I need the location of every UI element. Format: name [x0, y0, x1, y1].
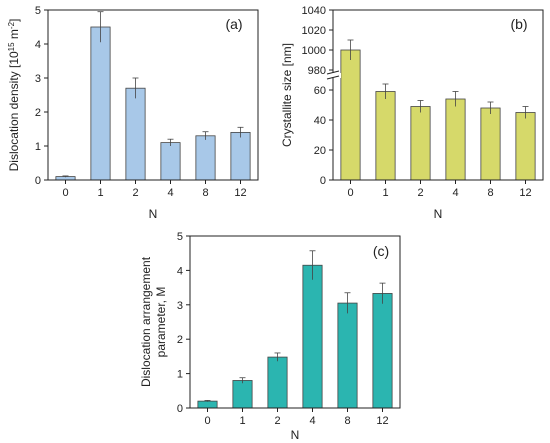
bar-0 — [340, 49, 361, 181]
bar-12 — [372, 293, 393, 409]
x-tick-label: 12 — [234, 187, 246, 199]
chart-c-panel-label: (c) — [373, 243, 389, 259]
y-tick-label: 980 — [308, 65, 326, 77]
chart-c-ylabel-l2: parameter, M — [154, 287, 168, 358]
bar-4 — [160, 142, 181, 181]
y-tick-label: 5 — [35, 5, 41, 17]
chart-b-frame — [332, 9, 544, 181]
bar-8 — [337, 302, 358, 409]
y-tick-label: 20 — [314, 145, 326, 157]
y-tick-label: 1 — [177, 369, 183, 381]
x-tick-label: 12 — [519, 187, 531, 199]
chart-c-frame — [189, 235, 401, 409]
chart-b-axis-break — [326, 70, 341, 80]
bar-1 — [90, 26, 111, 181]
x-tick-label: 2 — [132, 187, 138, 199]
bar-2 — [267, 356, 288, 409]
chart-a-panel-label: (a) — [225, 16, 242, 32]
bar-4 — [445, 98, 466, 181]
x-tick-label: 1 — [382, 187, 388, 199]
chart-a-ylabel: Dislocation density [1015 m-2] — [7, 19, 21, 172]
chart-a-xlabel: N — [149, 207, 158, 221]
chart-c-ylabel: Dislocation arrangement — [139, 256, 153, 387]
y-tick-label: 40 — [314, 115, 326, 127]
chart-c-xlabel: N — [291, 428, 300, 442]
chart-b-ylabel: Crystallite size [nm] — [280, 43, 294, 147]
x-tick-label: 0 — [347, 187, 353, 199]
chart-a-frame — [47, 9, 259, 181]
bar-1 — [232, 380, 253, 409]
x-tick-label: 1 — [239, 415, 245, 427]
bar-2 — [125, 87, 146, 181]
x-tick-label: 2 — [417, 187, 423, 199]
x-tick-label: 0 — [204, 415, 210, 427]
bar-0 — [197, 400, 218, 409]
x-tick-label: 4 — [167, 187, 173, 199]
y-tick-label: 4 — [177, 265, 183, 277]
y-tick-label: 1 — [35, 141, 41, 153]
y-tick-label: 4 — [35, 39, 41, 51]
y-tick-label: 3 — [35, 73, 41, 85]
y-tick-label: 1000 — [302, 45, 326, 57]
chart-c-bars — [197, 250, 393, 409]
chart-c-ylabel-line1: Dislocation arrangement — [139, 256, 153, 387]
bar-12 — [230, 131, 251, 181]
y-tick-label: 5 — [177, 231, 183, 243]
y-tick-label: 2 — [177, 334, 183, 346]
chart-b-bars — [340, 39, 536, 181]
x-tick-label: 0 — [62, 187, 68, 199]
bar-1 — [375, 91, 396, 181]
x-tick-label: 2 — [274, 415, 280, 427]
x-tick-label: 8 — [487, 187, 493, 199]
x-tick-label: 8 — [344, 415, 350, 427]
y-tick-label: 60 — [314, 85, 326, 97]
bar-8 — [195, 135, 216, 181]
bar-2 — [410, 106, 431, 181]
y-tick-label: 1020 — [302, 25, 326, 37]
x-tick-label: 1 — [97, 187, 103, 199]
y-tick-label: 3 — [177, 300, 183, 312]
chart-a-bars — [55, 11, 251, 181]
x-tick-label: 8 — [202, 187, 208, 199]
y-tick-label: 1040 — [302, 5, 326, 17]
chart-c-ylabel-line2: parameter, M — [154, 287, 168, 358]
y-tick-label: 0 — [177, 403, 183, 415]
bar-12 — [515, 112, 536, 181]
x-tick-label: 4 — [452, 187, 458, 199]
bar-8 — [480, 107, 501, 181]
chart-b-panel-label: (b) — [510, 16, 527, 32]
bar-4 — [302, 264, 323, 409]
y-tick-label: 2 — [35, 107, 41, 119]
x-tick-label: 4 — [309, 415, 315, 427]
chart-b-xlabel: N — [434, 207, 443, 221]
x-tick-label: 12 — [376, 415, 388, 427]
y-tick-label: 0 — [35, 175, 41, 187]
y-tick-label: 0 — [320, 175, 326, 187]
